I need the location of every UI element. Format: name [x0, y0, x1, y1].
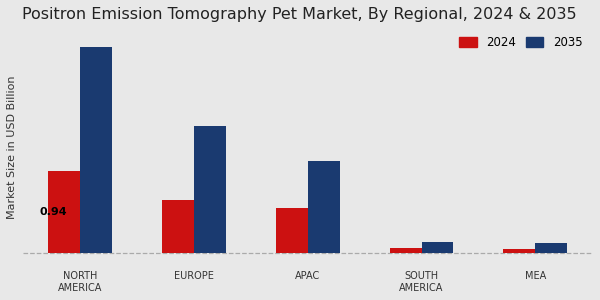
Bar: [49, 171, 80, 253]
Y-axis label: Market Size in USD Billion: Market Size in USD Billion: [7, 75, 17, 219]
Bar: [194, 126, 226, 253]
Bar: [503, 249, 535, 253]
Bar: [422, 242, 454, 253]
Text: Positron Emission Tomography Pet Market, By Regional, 2024 & 2035: Positron Emission Tomography Pet Market,…: [23, 7, 577, 22]
Bar: [80, 46, 112, 253]
Bar: [276, 208, 308, 253]
Bar: [162, 200, 194, 253]
Bar: [535, 243, 567, 253]
Bar: [389, 248, 422, 253]
Text: 0.94: 0.94: [40, 207, 67, 217]
Bar: [308, 161, 340, 253]
Legend: 2024, 2035: 2024, 2035: [454, 31, 587, 54]
